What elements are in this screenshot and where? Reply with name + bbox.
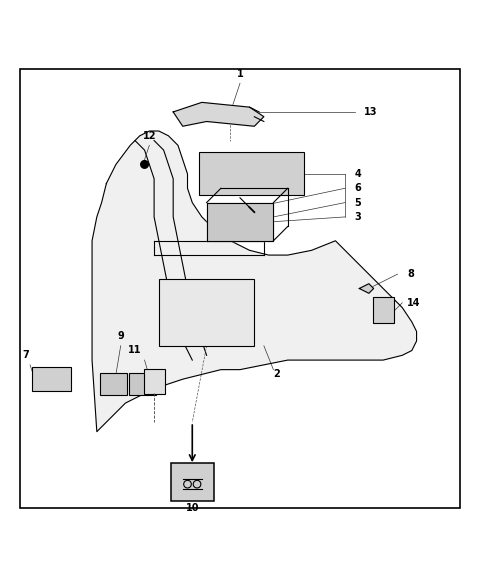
FancyBboxPatch shape (129, 373, 156, 395)
Text: 14: 14 (407, 298, 420, 308)
Polygon shape (92, 131, 417, 432)
FancyBboxPatch shape (33, 367, 71, 391)
Text: 12: 12 (143, 130, 156, 141)
FancyBboxPatch shape (159, 279, 254, 346)
Polygon shape (360, 284, 373, 293)
Polygon shape (206, 203, 274, 241)
Text: 5: 5 (355, 197, 361, 208)
FancyBboxPatch shape (199, 152, 304, 196)
FancyBboxPatch shape (372, 297, 394, 323)
Text: 13: 13 (364, 107, 378, 117)
Text: 6: 6 (355, 183, 361, 193)
Text: 1: 1 (237, 69, 243, 78)
FancyBboxPatch shape (171, 463, 214, 501)
Polygon shape (173, 102, 264, 126)
Text: 11: 11 (128, 345, 142, 355)
Circle shape (141, 160, 148, 168)
Text: 8: 8 (407, 269, 414, 279)
Text: 7: 7 (22, 350, 29, 360)
Text: 4: 4 (355, 169, 361, 179)
Text: 9: 9 (117, 331, 124, 341)
Text: 2: 2 (274, 369, 280, 380)
FancyBboxPatch shape (100, 373, 127, 395)
Text: 3: 3 (355, 212, 361, 222)
Text: 10: 10 (186, 503, 199, 514)
FancyBboxPatch shape (144, 369, 165, 395)
